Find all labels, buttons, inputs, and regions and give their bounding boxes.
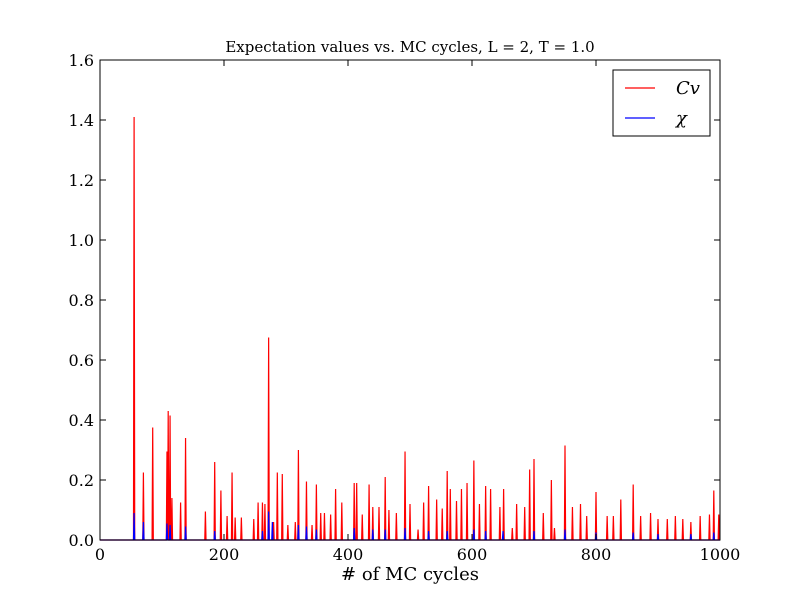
legend: Cv χ — [612, 69, 711, 137]
y-tick-label: 0.0 — [69, 531, 94, 550]
x-tick-label: 200 — [209, 545, 240, 564]
x-axis-ticks: 0 200 400 600 800 1000 — [95, 60, 740, 564]
x-tick-label: 600 — [457, 545, 488, 564]
x-tick-label: 1000 — [700, 545, 741, 564]
y-tick-label: 1.0 — [69, 231, 94, 250]
y-tick-label: 0.4 — [69, 411, 94, 430]
y-tick-label: 0.2 — [69, 471, 94, 490]
x-tick-label: 400 — [333, 545, 364, 564]
legend-label-cv: Cv — [676, 78, 700, 99]
legend-label-chi: χ — [674, 108, 688, 129]
y-tick-label: 1.2 — [69, 171, 94, 190]
x-axis-label: # of MC cycles — [341, 564, 479, 585]
x-tick-label: 800 — [581, 545, 612, 564]
y-axis-ticks: 0.0 0.2 0.4 0.6 0.8 1.0 1.2 1.4 1.6 — [69, 51, 720, 550]
y-tick-label: 0.6 — [69, 351, 94, 370]
y-tick-label: 1.4 — [69, 111, 94, 130]
chart-title: Expectation values vs. MC cycles, L = 2,… — [225, 38, 594, 56]
y-tick-label: 0.8 — [69, 291, 94, 310]
x-tick-label: 0 — [95, 545, 105, 564]
legend-box — [612, 69, 711, 137]
y-tick-label: 1.6 — [69, 51, 94, 70]
